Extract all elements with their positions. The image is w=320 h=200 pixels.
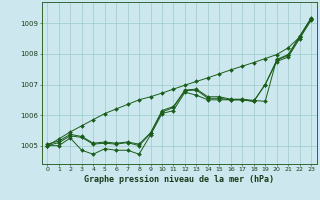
X-axis label: Graphe pression niveau de la mer (hPa): Graphe pression niveau de la mer (hPa)	[84, 175, 274, 184]
